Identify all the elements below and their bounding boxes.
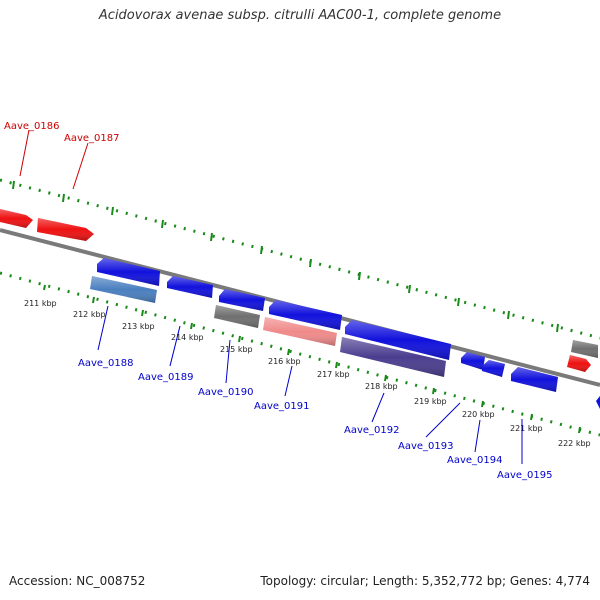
- scale-label: 218 kbp: [365, 382, 398, 391]
- gene-arrow[interactable]: [571, 340, 598, 358]
- gene-arrow[interactable]: [0, 209, 33, 228]
- gene-label[interactable]: Aave_0194: [447, 455, 503, 466]
- scale-labels: 211 kbp 212 kbp 213 kbp 214 kbp 215 kbp …: [24, 299, 591, 448]
- gene-arrow[interactable]: [511, 367, 558, 392]
- scale-label: 217 kbp: [317, 370, 350, 379]
- gene-label[interactable]: Aave_0191: [254, 401, 310, 412]
- gene-arrow[interactable]: [461, 352, 485, 370]
- scale-label: 222 kbp: [558, 439, 591, 448]
- gene-arrow[interactable]: [167, 276, 213, 298]
- scale-label: 211 kbp: [24, 299, 57, 308]
- reverse-leader-lines: [97, 305, 523, 464]
- scale-label: 221 kbp: [510, 424, 543, 433]
- scale-label: 213 kbp: [122, 322, 155, 331]
- map-title: Acidovorax avenae subsp. citrulli AAC00-…: [98, 8, 502, 23]
- gene-label[interactable]: Aave_0192: [344, 425, 400, 436]
- gene-arrow[interactable]: [482, 360, 505, 377]
- scale-label: 215 kbp: [220, 345, 253, 354]
- outer-dotted-track: [0, 178, 600, 340]
- gene-block[interactable]: [214, 305, 260, 328]
- genome-summary-text: Topology: circular; Length: 5,352,772 bp…: [260, 574, 590, 588]
- gene-label[interactable]: Aave_0187: [64, 133, 120, 144]
- gene-arrow[interactable]: [219, 289, 265, 311]
- gene-label[interactable]: Aave_0195: [497, 470, 553, 481]
- forward-gene-labels: Aave_0186 Aave_0187: [4, 121, 120, 144]
- inner-dotted-track: [0, 271, 600, 437]
- gene-label[interactable]: Aave_0193: [398, 441, 454, 452]
- scale-label: 219 kbp: [414, 397, 447, 406]
- gene-block[interactable]: [90, 276, 157, 303]
- scale-label: 212 kbp: [73, 310, 106, 319]
- gene-label[interactable]: Aave_0189: [138, 372, 194, 383]
- gene-arrow[interactable]: [37, 218, 94, 241]
- gene-arrow[interactable]: [596, 396, 600, 409]
- reverse-genes: [90, 258, 600, 409]
- gene-label[interactable]: Aave_0186: [4, 121, 60, 132]
- gene-label[interactable]: Aave_0188: [78, 358, 134, 369]
- forward-genes: [0, 209, 598, 372]
- gene-arrow[interactable]: [269, 300, 342, 330]
- gene-arrow[interactable]: [567, 355, 591, 372]
- gene-arrow[interactable]: [345, 320, 451, 360]
- scale-label: 216 kbp: [268, 357, 301, 366]
- outer-major-ticks: [12, 180, 559, 333]
- scale-label: 220 kbp: [462, 410, 495, 419]
- forward-leader-lines: [19, 129, 89, 190]
- gene-arrow[interactable]: [97, 258, 160, 286]
- gene-label[interactable]: Aave_0190: [198, 387, 254, 398]
- reverse-gene-labels: Aave_0188 Aave_0189 Aave_0190 Aave_0191 …: [78, 358, 553, 481]
- gene-block[interactable]: [263, 317, 337, 346]
- inner-major-ticks: [43, 284, 581, 434]
- gene-block[interactable]: [340, 337, 446, 377]
- accession-text: Accession: NC_008752: [9, 574, 146, 588]
- scale-label: 214 kbp: [171, 333, 204, 342]
